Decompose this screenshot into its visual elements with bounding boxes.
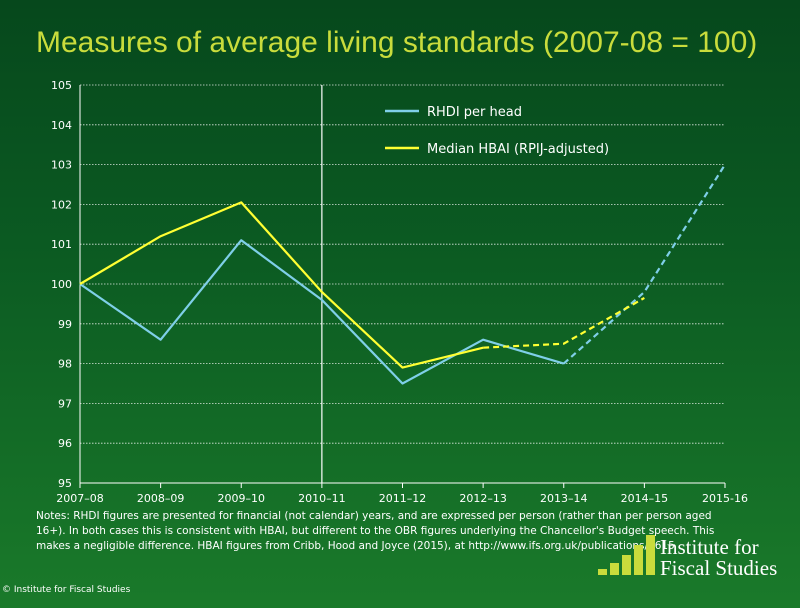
ifs-logo: Institute for Fiscal Studies (598, 535, 798, 583)
y-tick-label: 104 (51, 119, 72, 132)
x-tick-label: 2009–10 (218, 492, 266, 505)
legend-label-0: RHDI per head (427, 105, 522, 120)
y-tick-label: 96 (58, 437, 72, 450)
y-tick-label: 99 (58, 318, 72, 331)
chart-title: Measures of average living standards (20… (36, 26, 758, 59)
y-tick-label: 100 (51, 278, 72, 291)
y-tick-label: 95 (58, 477, 72, 490)
series-projection-1 (483, 296, 645, 349)
chart-notes: Notes: RHDI figures are presented for fi… (36, 510, 715, 552)
logo-line-2: Fiscal Studies (660, 556, 778, 580)
y-tick-label: 101 (51, 238, 72, 251)
x-tick-label: 2014–15 (621, 492, 669, 505)
x-tick-label: 2010–11 (298, 492, 346, 505)
series-projection-0 (563, 164, 726, 365)
y-tick-label: 98 (58, 358, 72, 371)
y-tick-label: 102 (51, 198, 72, 211)
series-line-1 (79, 201, 484, 369)
x-tick-label: 2008–09 (137, 492, 185, 505)
y-tick-label: 97 (58, 397, 72, 410)
x-tick-label: 2013–14 (540, 492, 588, 505)
x-tick-label: 2012–13 (459, 492, 507, 505)
line-chart: 95 96 97 98 99 100 101 102 103 104 105 2007–08 2008–… (51, 79, 748, 505)
x-tick-label: 2011–12 (379, 492, 427, 505)
y-tick-label: 105 (51, 79, 72, 92)
copyright-text: © Institute for Fiscal Studies (2, 585, 131, 595)
legend-label-1: Median HBAI (RPIJ-adjusted) (427, 142, 609, 157)
logo-bars-icon (598, 535, 658, 575)
y-tick-label: 103 (51, 159, 72, 172)
series-line-0 (79, 239, 565, 385)
logo-line-1: Institute for (660, 535, 759, 559)
x-tick-label: 2007–08 (56, 492, 104, 505)
logo-text: Institute for Fiscal Studies (660, 537, 777, 579)
x-tick-label: 2015-16 (702, 492, 748, 505)
